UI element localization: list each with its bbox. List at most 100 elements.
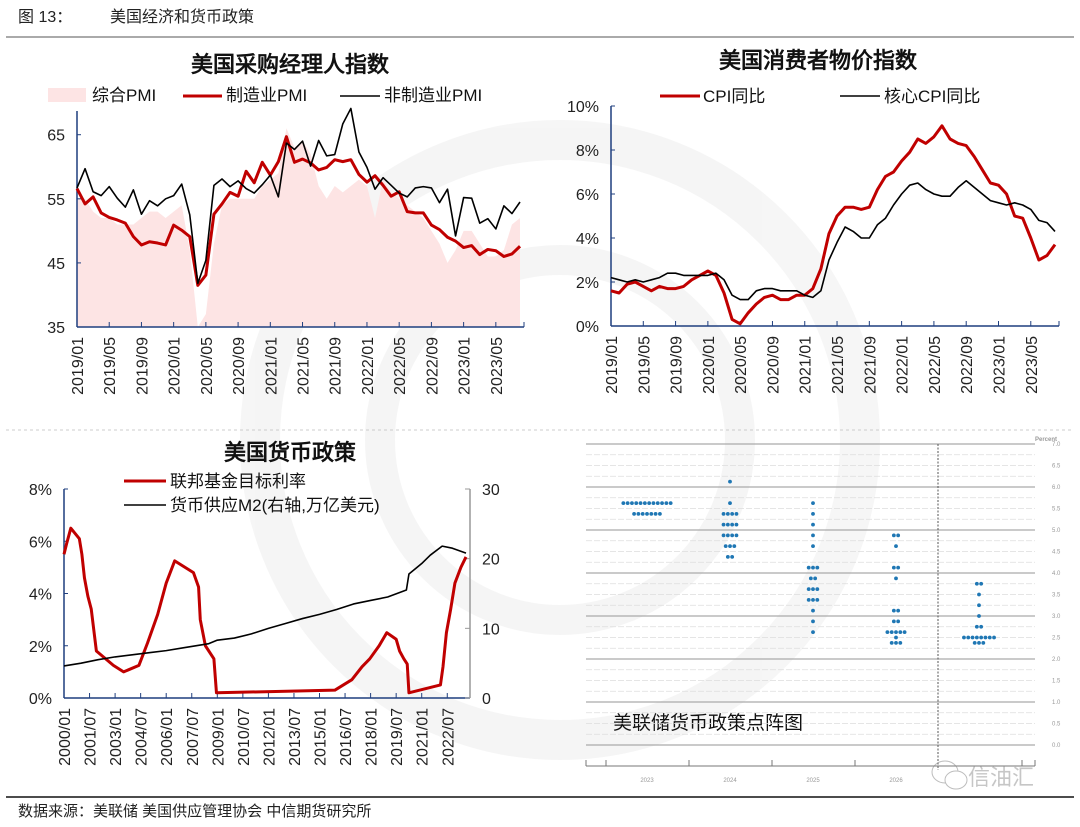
fomc-dot [979,581,984,586]
fomc-dot [889,630,894,635]
monetary-right-tick-label: 30 [482,482,500,499]
m2-supply-line [63,545,467,667]
fomc-dot [728,501,732,506]
fomc-dot [632,511,636,516]
fomc-dot [640,511,645,516]
pmi-x-tick-label: 2019/05 [102,337,119,395]
dot-plot-y-tick-label: 6.5 [1052,464,1061,470]
fomc-dot [992,635,996,640]
fomc-dot [894,630,898,635]
dot-plot-y-tick-label: 5.0 [1052,528,1061,534]
dot-plot-x-label: 2023 [640,778,654,784]
fomc-dot [979,635,984,640]
pmi-y-tick-label: 45 [47,256,65,273]
cpi-y-tick-label: 6% [576,187,599,204]
monetary-x-tick-label: 2019/07 [389,708,406,766]
pmi-x-tick-label: 2020/01 [167,337,184,395]
fomc-dot [977,592,981,597]
fomc-dot [725,522,730,527]
fomc-dot [885,630,890,635]
fomc-dot [811,619,815,624]
dot-plot-x-label: 2024 [723,778,737,784]
fomc-dot [634,501,639,506]
fomc-dot [811,608,815,613]
fomc-dot [725,554,730,559]
monetary-left-tick-label: 6% [29,534,52,551]
dot-plot-y-tick-label: 3.0 [1052,614,1061,620]
pmi-x-tick-label: 2022/01 [360,337,377,395]
monetary-x-tick-label: 2021/01 [415,708,432,766]
dot-plot-y-tick-label: 0.5 [1052,722,1061,728]
monetary-right-tick-label: 20 [482,552,500,569]
fomc-dot [655,501,660,506]
fomc-dot [896,619,901,624]
fomc-dot [972,640,977,645]
fomc-dot [811,565,815,570]
fomc-dot [806,587,811,592]
pmi-x-tick-label: 2021/05 [296,337,313,395]
fomc-dot [974,581,979,586]
fomc-dot [891,533,896,538]
fomc-dot [647,501,652,506]
cpi-y-tick-label: 8% [576,143,599,160]
cpi-x-tick-label: 2020/09 [765,336,782,394]
figure-title: 美国经济和货币政策 [110,8,254,26]
background-logo-watermark [240,120,880,760]
pmi-x-tick-label: 2019/01 [70,337,87,395]
cpi-y-tick-label: 4% [576,231,599,248]
monetary-x-tick-label: 2022/07 [440,708,457,766]
cpi-x-tick-label: 2020/05 [733,336,750,394]
monetary-left-tick-label: 0% [29,691,52,708]
fomc-dot [806,597,811,602]
fomc-dot [642,501,647,506]
monetary-x-tick-label: 2010/07 [236,708,253,766]
cpi-series-black [610,180,1056,301]
fomc-dot [734,533,739,538]
cpi-x-tick-label: 2019/05 [636,336,653,394]
monetary-chart-title: 美国货币政策 [224,440,357,465]
legend-fed-rate: 联邦基金目标利率 [170,472,306,491]
dot-plot-y-tick-label: 4.5 [1052,550,1061,556]
fomc-dot [811,544,815,549]
dot-plot-y-tick-label: 1.5 [1052,679,1061,685]
fomc-dot [898,630,903,635]
fomc-dot [630,501,634,506]
fed-funds-rate-line [62,526,468,695]
monetary-x-tick-label: 2004/07 [134,708,151,766]
fomc-dot [977,614,981,618]
fomc-dot [638,501,643,506]
dot-plot-ylabel: Percent [1035,437,1057,443]
fomc-dot [815,587,820,592]
fomc-dot [891,619,896,624]
fomc-dot [625,501,630,506]
dot-plot-y-tick-label: 6.0 [1052,485,1061,491]
fomc-dot [811,533,815,538]
pmi-x-tick-label: 2021/01 [263,337,280,395]
pmi-series-black [76,107,521,285]
fomc-dot [621,501,626,506]
pmi-y-tick-label: 55 [47,192,65,209]
monetary-x-tick-label: 2001/07 [83,708,100,766]
cpi-x-tick-label: 2021/05 [830,336,847,394]
fomc-dot [815,565,820,570]
wechat-watermark: 信油汇 [931,760,1034,790]
legend-swatch-composite [48,88,86,102]
cpi-x-tick-label: 2019/09 [669,336,686,394]
pmi-y-tick-label: 65 [47,128,65,145]
pmi-chart: 美国采购经理人指数 综合PMI 制造业PMI 非制造业PMI 35 45 55 65 2… [47,52,525,395]
dot-plot-y-tick-label: 1.0 [1052,700,1061,706]
fomc-dot [962,635,966,640]
fed-dot-plot: Percent 美联储货币政策点阵图 0.0 0.5 1.0 1.5 2.0 2.5 3.0… [585,437,1061,784]
watermark-text: 信油汇 [968,765,1034,790]
dot-plot-y-tick-label: 5.5 [1052,507,1061,513]
monetary-x-tick-label: 2013/07 [287,708,304,766]
fomc-dot [728,544,732,549]
dot-plot-x-label: 2026 [889,778,903,784]
legend-core-cpi: 核心CPI同比 [884,87,980,106]
fomc-dot [979,624,984,629]
legend-m2: 货币供应M2(右轴,万亿美元) [170,496,380,515]
dot-plot-x-label: 2025 [806,778,820,784]
fomc-dot [974,624,979,629]
cpi-x-tick-label: 2021/01 [798,336,815,394]
